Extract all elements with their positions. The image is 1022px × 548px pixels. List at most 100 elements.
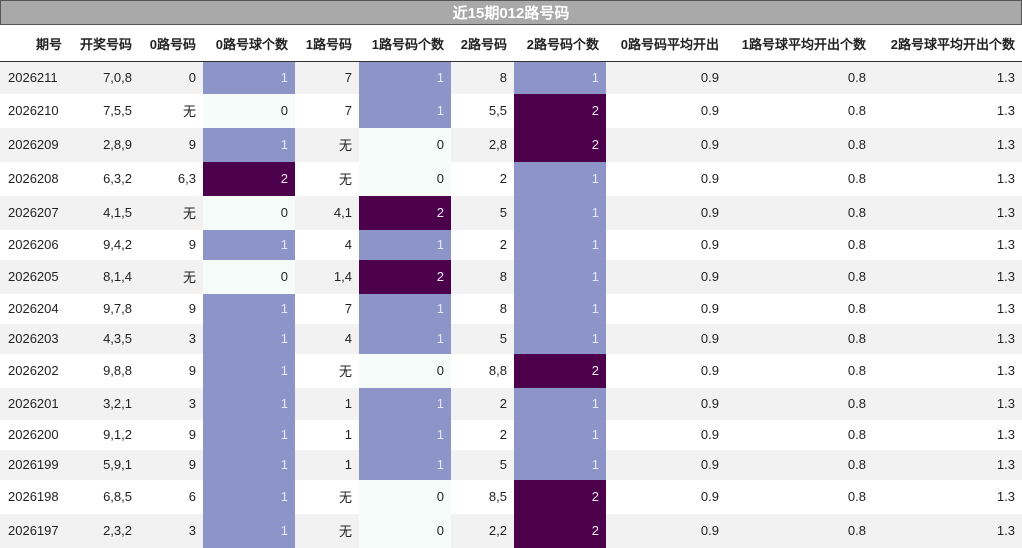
cell-route2-count: 2 (514, 93, 606, 128)
cell-route2-numbers: 2 (451, 419, 514, 450)
cell-route0-average: 0.9 (606, 259, 726, 294)
cell-route2-count: 1 (514, 323, 606, 354)
cell-route2-numbers: 8,5 (451, 479, 514, 514)
cell-route1-average: 0.8 (726, 449, 873, 480)
cell-route2-numbers: 2 (451, 229, 514, 260)
header-route0-average: 0路号码平均开出 (606, 25, 726, 62)
cell-draw-numbers: 3,2,1 (69, 387, 139, 420)
cell-route1-average: 0.8 (726, 387, 873, 420)
table-row: 2026198 6,8,5 6 1 无 0 8,5 2 0.9 0.8 1.3 (0, 479, 1022, 514)
table-row: 2026201 3,2,1 3 1 1 1 2 1 0.9 0.8 1.3 (0, 387, 1022, 420)
cell-route0-count: 1 (203, 323, 295, 354)
cell-route1-numbers: 1,4 (295, 259, 359, 294)
cell-route2-numbers: 2,8 (451, 127, 514, 162)
cell-route2-count: 1 (514, 161, 606, 196)
cell-period: 2026206 (0, 229, 69, 260)
cell-route0-count: 1 (203, 449, 295, 480)
cell-draw-numbers: 9,4,2 (69, 229, 139, 260)
cell-route0-numbers: 9 (139, 419, 203, 450)
header-route1-numbers: 1路号码 (295, 25, 359, 62)
cell-route0-count: 1 (203, 61, 295, 94)
cell-draw-numbers: 2,3,2 (69, 513, 139, 548)
cell-route0-numbers: 6 (139, 479, 203, 514)
cell-route1-average: 0.8 (726, 293, 873, 324)
cell-route2-average: 1.3 (873, 513, 1022, 548)
cell-route0-numbers: 无 (139, 259, 203, 294)
cell-draw-numbers: 6,8,5 (69, 479, 139, 514)
cell-route1-average: 0.8 (726, 93, 873, 128)
cell-route2-average: 1.3 (873, 229, 1022, 260)
cell-draw-numbers: 7,5,5 (69, 93, 139, 128)
cell-route1-average: 0.8 (726, 229, 873, 260)
cell-period: 2026204 (0, 293, 69, 324)
cell-period: 2026199 (0, 449, 69, 480)
cell-route0-average: 0.9 (606, 127, 726, 162)
cell-route1-average: 0.8 (726, 353, 873, 388)
cell-route0-count: 0 (203, 93, 295, 128)
cell-route1-numbers: 4,1 (295, 195, 359, 230)
cell-period: 2026208 (0, 161, 69, 196)
cell-route2-count: 1 (514, 229, 606, 260)
cell-route1-numbers: 4 (295, 229, 359, 260)
table-row: 2026202 9,8,8 9 1 无 0 8,8 2 0.9 0.8 1.3 (0, 353, 1022, 388)
cell-route1-count: 2 (359, 259, 451, 294)
cell-route1-numbers: 无 (295, 479, 359, 514)
cell-route0-count: 1 (203, 387, 295, 420)
cell-route1-count: 1 (359, 449, 451, 480)
header-route1-average: 1路号球平均开出个数 (726, 25, 873, 62)
cell-route2-count: 2 (514, 513, 606, 548)
cell-route2-numbers: 5 (451, 195, 514, 230)
cell-route0-average: 0.9 (606, 61, 726, 94)
cell-route1-average: 0.8 (726, 323, 873, 354)
cell-route2-average: 1.3 (873, 419, 1022, 450)
cell-route2-count: 2 (514, 127, 606, 162)
cell-route0-numbers: 3 (139, 387, 203, 420)
header-route1-count: 1路号码个数 (359, 25, 451, 62)
cell-route2-numbers: 5,5 (451, 93, 514, 128)
header-route2-count: 2路号码个数 (514, 25, 606, 62)
cell-route1-count: 0 (359, 353, 451, 388)
route-number-table: 期号 开奖号码 0路号码 0路号球个数 1路号码 1路号码个数 2路号码 2路号… (0, 25, 1022, 548)
cell-route1-count: 1 (359, 61, 451, 94)
cell-route0-count: 0 (203, 195, 295, 230)
cell-route0-average: 0.9 (606, 419, 726, 450)
cell-route2-average: 1.3 (873, 323, 1022, 354)
cell-route2-average: 1.3 (873, 293, 1022, 324)
cell-period: 2026197 (0, 513, 69, 548)
cell-route1-count: 1 (359, 93, 451, 128)
cell-route2-average: 1.3 (873, 353, 1022, 388)
cell-period: 2026198 (0, 479, 69, 514)
cell-draw-numbers: 9,1,2 (69, 419, 139, 450)
cell-period: 2026210 (0, 93, 69, 128)
cell-route2-count: 1 (514, 449, 606, 480)
cell-route0-numbers: 9 (139, 353, 203, 388)
cell-route0-average: 0.9 (606, 353, 726, 388)
table-row: 2026206 9,4,2 9 1 4 1 2 1 0.9 0.8 1.3 (0, 229, 1022, 260)
cell-route1-numbers: 无 (295, 127, 359, 162)
cell-route0-average: 0.9 (606, 513, 726, 548)
cell-route0-numbers: 3 (139, 513, 203, 548)
cell-period: 2026211 (0, 61, 69, 94)
cell-route0-numbers: 3 (139, 323, 203, 354)
cell-draw-numbers: 2,8,9 (69, 127, 139, 162)
cell-route0-average: 0.9 (606, 293, 726, 324)
cell-period: 2026209 (0, 127, 69, 162)
table-title: 近15期012路号码 (0, 0, 1022, 25)
cell-route1-average: 0.8 (726, 259, 873, 294)
cell-route2-count: 2 (514, 479, 606, 514)
cell-route1-count: 0 (359, 127, 451, 162)
cell-route0-average: 0.9 (606, 93, 726, 128)
cell-route0-average: 0.9 (606, 449, 726, 480)
cell-route1-numbers: 1 (295, 387, 359, 420)
cell-draw-numbers: 7,0,8 (69, 61, 139, 94)
cell-route2-average: 1.3 (873, 161, 1022, 196)
table-row: 2026209 2,8,9 9 1 无 0 2,8 2 0.9 0.8 1.3 (0, 127, 1022, 162)
cell-route2-numbers: 8 (451, 259, 514, 294)
cell-draw-numbers: 9,8,8 (69, 353, 139, 388)
cell-route1-numbers: 4 (295, 323, 359, 354)
cell-draw-numbers: 4,3,5 (69, 323, 139, 354)
cell-route1-numbers: 1 (295, 449, 359, 480)
header-draw-numbers: 开奖号码 (69, 25, 139, 62)
cell-route1-average: 0.8 (726, 127, 873, 162)
cell-route1-count: 1 (359, 387, 451, 420)
